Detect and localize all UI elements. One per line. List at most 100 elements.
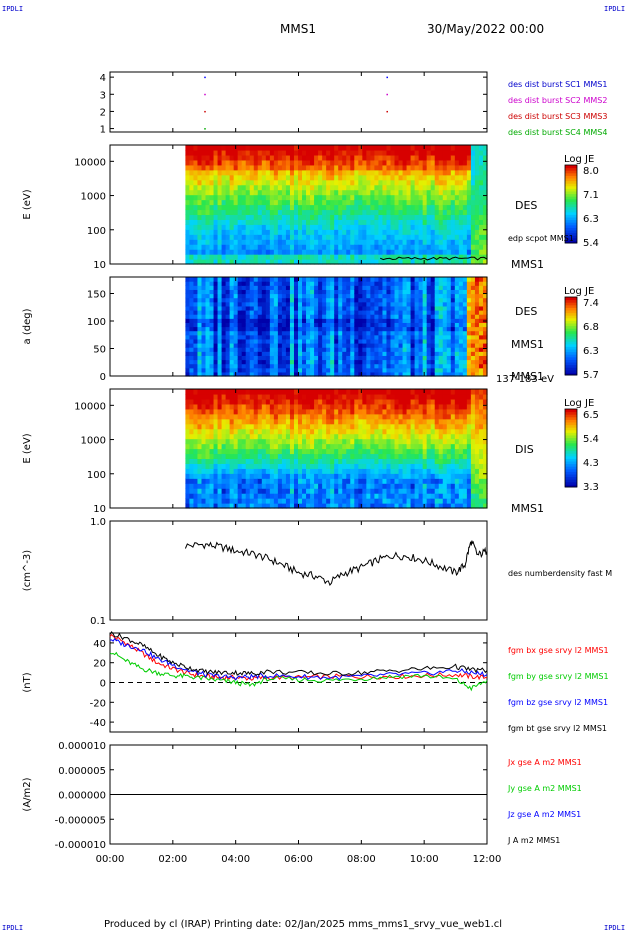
- des-energy-cell: [302, 249, 307, 255]
- des-pitch-cell: [293, 305, 299, 311]
- dis-energy-cell: [318, 503, 323, 509]
- dis-energy-cell: [302, 453, 307, 460]
- dis-energy-cell: [302, 438, 307, 445]
- dis-energy-cell: [285, 408, 291, 415]
- dis-energy-cell: [378, 438, 384, 445]
- dis-energy-cell: [382, 443, 388, 450]
- des-pitch-cell: [193, 367, 199, 373]
- dis-energy-cell: [358, 423, 363, 430]
- dis-energy-cell: [302, 503, 307, 509]
- des-pitch-cell: [326, 293, 331, 299]
- dis-energy-cell: [185, 413, 191, 420]
- des-energy-cell: [382, 174, 388, 181]
- des-pitch-cell: [213, 363, 219, 369]
- des-pitch-cell: [454, 343, 460, 348]
- des-pitch-cell: [482, 314, 488, 319]
- dis-energy-cell: [257, 493, 263, 499]
- dis-energy-cell: [241, 478, 247, 484]
- des-energy-cell: [346, 249, 351, 255]
- des-pitch-cell: [322, 371, 327, 377]
- dis-energy-cell: [358, 448, 363, 455]
- des-energy-cell: [358, 164, 363, 171]
- dis-energy-cell: [370, 403, 375, 410]
- des-pitch-cell: [446, 314, 452, 319]
- des-pitch-cell: [342, 281, 347, 286]
- des-pitch-cell: [402, 293, 408, 299]
- des-pitch-cell: [253, 330, 259, 336]
- des-pitch-cell: [189, 289, 195, 295]
- des-pitch-cell: [362, 314, 367, 319]
- dis-energy-cell: [310, 418, 315, 425]
- dis-energy-cell: [241, 468, 247, 474]
- des-energy-cell: [426, 189, 432, 196]
- des-pitch-cell: [426, 310, 432, 315]
- des-energy-cell: [482, 229, 488, 235]
- des-energy-cell: [338, 209, 343, 216]
- dis-energy-cell: [298, 398, 303, 405]
- des-pitch-cell: [197, 363, 203, 369]
- des-energy-cell: [326, 164, 331, 171]
- dis-energy-cell: [185, 493, 191, 499]
- colorbar-segment: [565, 211, 577, 215]
- des-energy-cell: [205, 254, 211, 260]
- des-pitch-cell: [302, 355, 307, 361]
- dis-energy-cell: [193, 423, 199, 430]
- des-pitch-cell: [213, 338, 219, 344]
- des-pitch-cell: [394, 355, 400, 361]
- des-energy-cell: [462, 145, 468, 151]
- des-energy-cell: [302, 154, 307, 161]
- des-energy-cell: [462, 194, 468, 201]
- des-energy-cell: [374, 219, 380, 225]
- des-energy-cell: [350, 214, 355, 220]
- des-pitch-cell: [322, 277, 327, 282]
- dis-energy-cell: [293, 483, 299, 489]
- des-energy-cell: [358, 159, 363, 166]
- des-pitch-cell: [466, 355, 472, 361]
- des-energy-cell: [201, 259, 207, 265]
- des-energy-cell: [366, 229, 371, 235]
- dis-energy-cell: [334, 423, 339, 430]
- des-energy-cell: [378, 169, 384, 176]
- des-energy-cell: [326, 224, 331, 230]
- des-pitch-cell: [338, 285, 343, 290]
- des-energy-cell: [302, 194, 307, 201]
- dis-energy-cell: [354, 468, 359, 474]
- des-pitch-cell: [318, 367, 323, 373]
- des-energy-cell: [265, 169, 271, 176]
- des-pitch-cell: [466, 347, 472, 352]
- des-pitch-cell: [398, 330, 404, 336]
- des-pitch-cell: [241, 297, 247, 303]
- des-pitch-cell: [257, 289, 263, 295]
- dis-energy-cell: [370, 393, 375, 400]
- des-pitch-cell: [454, 334, 460, 340]
- des-pitch-cell: [362, 363, 367, 369]
- des-energy-cell: [269, 229, 275, 235]
- des-pitch-cell: [362, 347, 367, 352]
- des-pitch-cell: [430, 318, 436, 323]
- des-pitch-cell: [334, 310, 339, 315]
- dis-energy-cell: [314, 493, 319, 499]
- des-energy-cell: [293, 179, 299, 186]
- dis-energy-cell: [213, 478, 219, 484]
- des-energy-cell: [253, 179, 259, 186]
- des-energy-cell: [302, 239, 307, 245]
- des-pitch-cell: [213, 293, 219, 299]
- des-pitch-cell: [201, 310, 207, 315]
- des-energy-cell: [249, 159, 255, 166]
- des-energy-cell: [342, 199, 347, 206]
- des-energy-cell: [257, 229, 263, 235]
- dis-energy-cell: [189, 498, 195, 504]
- des-energy-cell: [478, 254, 484, 260]
- des-energy-cell: [273, 154, 279, 161]
- des-energy-cell: [229, 229, 235, 235]
- des-pitch-cell: [342, 355, 347, 361]
- des-pitch-cell: [390, 326, 396, 332]
- des-pitch-cell: [293, 297, 299, 303]
- dis-energy-cell: [293, 448, 299, 455]
- des-pitch-cell: [209, 363, 215, 369]
- des-energy-cell: [185, 145, 191, 151]
- des-pitch-cell: [458, 285, 464, 290]
- des-pitch-cell: [394, 330, 400, 336]
- des-pitch-cell: [366, 334, 371, 340]
- des-pitch-cell: [410, 343, 416, 348]
